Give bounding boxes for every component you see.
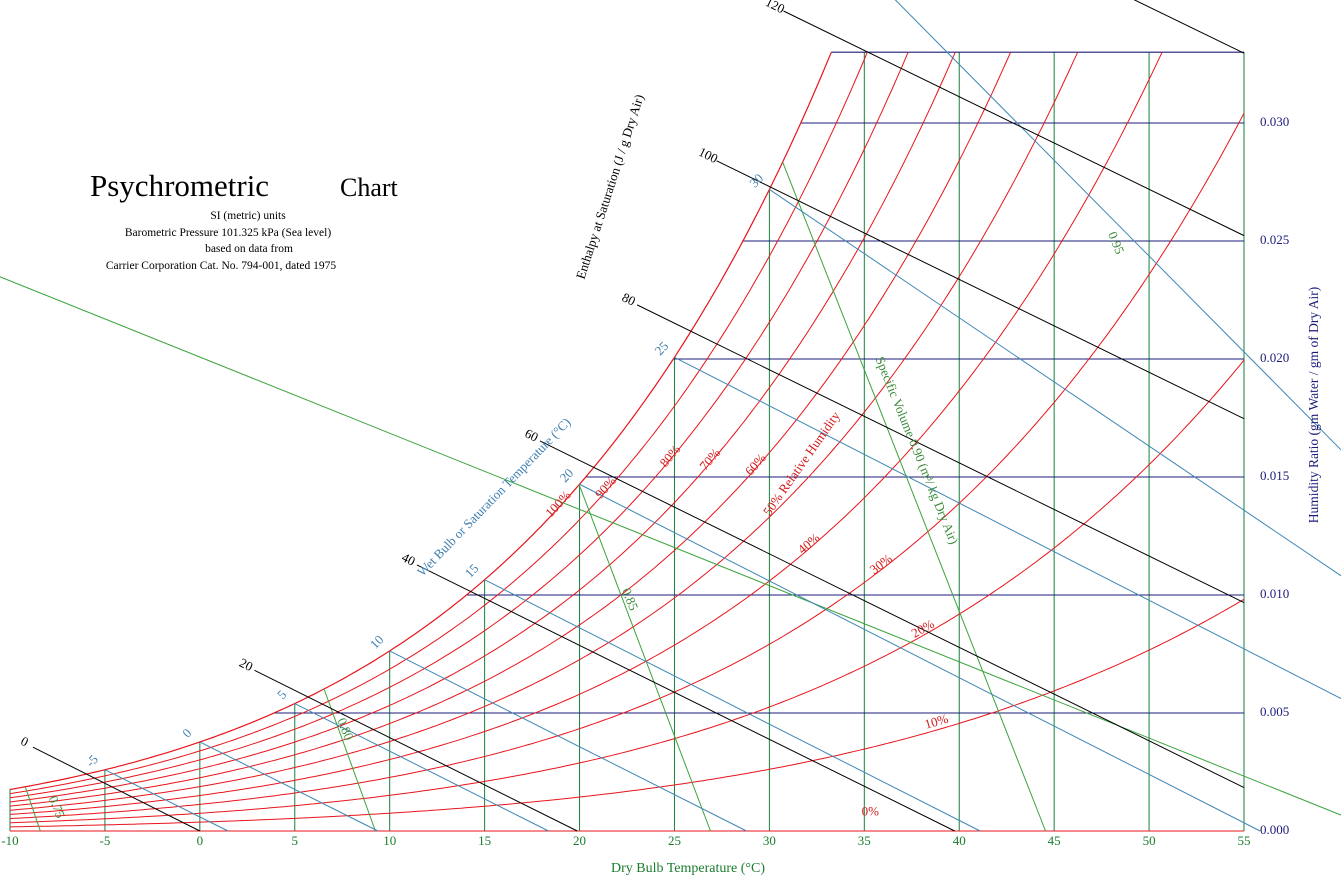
specific-volume-line xyxy=(578,484,711,832)
wet-bulb-line xyxy=(674,356,1341,700)
enthalpy-line xyxy=(783,10,1245,237)
x-tick-label: 45 xyxy=(1048,833,1061,848)
rh-label: 80% xyxy=(656,442,683,470)
y-tick-label: 0.015 xyxy=(1260,468,1289,483)
enthalpy-axis-label: Enthalpy at Saturation (J / g Dry Air) xyxy=(573,92,647,280)
enthalpy-line xyxy=(254,669,578,832)
rh-curve xyxy=(9,359,1245,824)
x-tick-label: 20 xyxy=(573,833,586,848)
enthalpy-line xyxy=(539,440,1245,789)
enthalpy-label: 0 xyxy=(18,733,31,749)
x-tick-label: 0 xyxy=(197,833,204,848)
rh-label: 40% xyxy=(795,530,823,557)
wet-bulb-label: 25 xyxy=(651,338,671,358)
wet-bulb-line xyxy=(769,189,1341,577)
wet-bulb-line xyxy=(894,0,1341,451)
relative-humidity-axis-label: 50% Relative Humidity xyxy=(760,408,843,518)
chart-title-second: Chart xyxy=(340,173,399,202)
specific-volume-axis-label: Specific Volume 0.90 (m³/ kg Dry Air) xyxy=(873,354,962,546)
rh-curve xyxy=(9,112,1245,820)
x-tick-label: 10 xyxy=(383,833,396,848)
x-tick-label: 40 xyxy=(953,833,966,848)
wet-bulb-label: 10 xyxy=(367,632,387,652)
specific-volume-line xyxy=(24,786,41,832)
specific-volume-label: 0.95 xyxy=(1105,229,1127,256)
y-axis-label: Humidity Ratio (gm Water / gm of Dry Air… xyxy=(1306,287,1321,523)
x-tick-label: 30 xyxy=(763,833,776,848)
specific-volume-line xyxy=(0,276,1341,816)
wet-bulb-label: -5 xyxy=(83,752,101,770)
enthalpy-label: 60 xyxy=(523,426,541,445)
x-axis-label: Dry Bulb Temperature (°C) xyxy=(611,861,765,876)
subtitle-line-2: Barometric Pressure 101.325 kPa (Sea lev… xyxy=(125,227,331,239)
enthalpy-label: 80 xyxy=(620,290,638,309)
specific-volume-line xyxy=(782,161,1047,832)
y-tick-label: 0.020 xyxy=(1260,350,1289,365)
enthalpy-line xyxy=(32,746,201,832)
rh-label: 30% xyxy=(867,550,895,577)
rh-label: 60% xyxy=(742,450,769,478)
wet-bulb-label: 0 xyxy=(179,725,194,740)
y-tick-label: 0.005 xyxy=(1260,704,1289,719)
specific-volume-line xyxy=(323,688,376,832)
y-tick-label: 0.025 xyxy=(1260,232,1289,247)
subtitle-line-4: Carrier Corporation Cat. No. 794-001, da… xyxy=(106,260,337,272)
subtitle-line-1: SI (metric) units xyxy=(210,210,286,222)
x-tick-label: 55 xyxy=(1238,833,1251,848)
wet-bulb-line xyxy=(199,741,379,832)
wet-bulb-line xyxy=(294,703,549,832)
x-tick-label: -10 xyxy=(1,833,18,848)
wet-bulb-label: 20 xyxy=(557,465,577,485)
y-tick-label: 0.010 xyxy=(1260,586,1289,601)
enthalpy-label: 20 xyxy=(237,655,255,674)
enthalpy-line xyxy=(416,564,955,832)
rh-curve xyxy=(9,51,1012,807)
chart-title: Psychrometric xyxy=(90,168,269,203)
x-tick-label: 25 xyxy=(668,833,681,848)
rh-curve xyxy=(9,51,1163,815)
x-tick-label: 5 xyxy=(292,833,299,848)
y-tick-label: 0.030 xyxy=(1260,114,1289,129)
rh-label: 20% xyxy=(909,616,937,641)
subtitle-line-3: based on data from xyxy=(205,243,293,255)
grid-layer xyxy=(9,51,1245,831)
rh-label: 100% xyxy=(542,487,574,520)
enthalpy-label: 100 xyxy=(696,144,720,166)
x-tick-label: -5 xyxy=(100,833,111,848)
wet-bulb-label: 30 xyxy=(746,171,766,191)
enthalpy-label: 120 xyxy=(763,0,787,16)
enthalpy-label: 40 xyxy=(399,550,417,569)
rh-curve xyxy=(9,52,832,791)
wet-bulb-line xyxy=(484,579,981,832)
x-tick-label: 35 xyxy=(858,833,871,848)
wet-bulb-axis-label: Wet Bulb or Saturation Temperature (°C) xyxy=(414,415,574,580)
rh-curve xyxy=(9,52,956,803)
rh-curve xyxy=(9,52,868,795)
wet-bulb-label: 5 xyxy=(274,687,289,702)
x-tick-label: 50 xyxy=(1143,833,1156,848)
labels-layer: 020406080100120140-10-505101520253035404… xyxy=(1,0,1289,848)
rh-curve xyxy=(9,598,1245,828)
rh-curve xyxy=(9,51,909,799)
wet-bulb-line xyxy=(579,483,1261,832)
x-tick-label: 15 xyxy=(478,833,491,848)
rh-curve xyxy=(9,51,1079,811)
specific-volume-label: 0.85 xyxy=(619,586,641,613)
enthalpy-line xyxy=(636,304,1245,604)
rh-label: 10% xyxy=(923,711,950,732)
wet-bulb-line xyxy=(389,650,747,832)
enthalpy-line xyxy=(1133,0,1245,54)
y-tick-label: 0.000 xyxy=(1260,822,1289,837)
rh-label: 0% xyxy=(862,804,880,819)
wet-bulb-line xyxy=(104,769,229,832)
rh-label: 70% xyxy=(696,445,723,473)
wet-bulb-label: 15 xyxy=(462,561,482,581)
lines-layer xyxy=(0,0,1341,832)
enthalpy-line xyxy=(716,160,1245,420)
